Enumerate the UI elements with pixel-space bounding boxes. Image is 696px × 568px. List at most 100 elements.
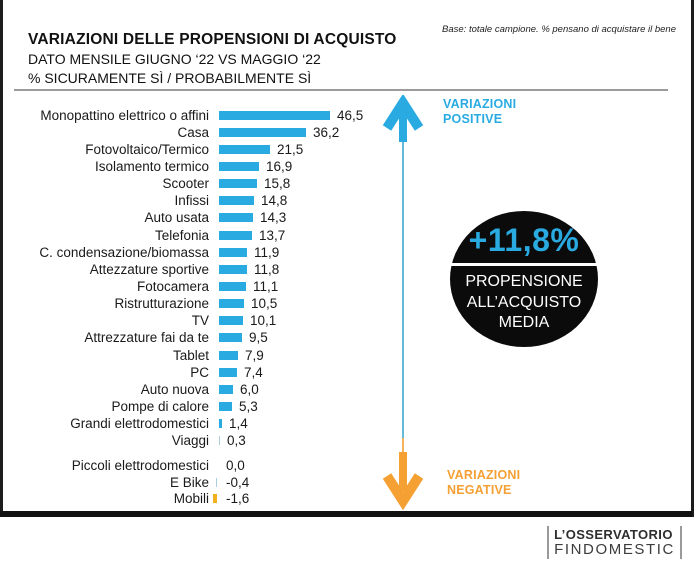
bar-label: C. condensazione/biomassa — [39, 244, 209, 260]
bar-value: 14,8 — [261, 193, 288, 209]
badge-value: +11,8% — [468, 222, 580, 258]
bar-label: Pompe di calore — [111, 399, 209, 415]
chart-row: Scooter 15,8 — [0, 175, 696, 192]
bar-value: 11,9 — [254, 244, 280, 260]
bar — [219, 264, 247, 274]
bottom-divider — [0, 511, 692, 517]
bar — [219, 384, 233, 394]
variation-axis — [382, 95, 424, 511]
chart-row: Casa 36,2 — [0, 124, 696, 141]
chart-row: Tablet 7,9 — [0, 347, 696, 364]
bar-label: Monopattino elettrico o affini — [40, 107, 209, 123]
bar-label: Infissi — [174, 193, 209, 209]
chart-row: Monopattino elettrico o affini 46,5 — [0, 107, 696, 124]
negative-variations-label: VARIAZIONI NEGATIVE — [447, 468, 521, 497]
bar — [219, 110, 330, 120]
bar — [219, 419, 222, 429]
bar-label: PC — [190, 364, 209, 380]
arrow-down-icon — [382, 452, 424, 511]
bar — [219, 179, 257, 189]
bar — [219, 316, 243, 326]
header-divider — [14, 89, 668, 91]
bar-value: -1,6 — [226, 491, 250, 507]
bar-value: 5,3 — [239, 399, 258, 415]
bar-label: Auto nuova — [140, 381, 209, 397]
bar-value: 16,9 — [266, 158, 293, 174]
bar-label: Telefonia — [154, 227, 209, 243]
badge-divider — [448, 263, 600, 266]
bar — [219, 402, 232, 412]
bar-value: -0,4 — [226, 474, 250, 490]
logo-line-2: FINDOMESTIC — [554, 541, 675, 558]
chart-row: Mobili -1,6 — [0, 490, 696, 507]
chart-row: Pompe di calore 5,3 — [0, 398, 696, 415]
bar-label: Piccoli elettrodomestici — [71, 458, 209, 473]
bar — [219, 161, 259, 171]
bar-value: 0,0 — [226, 458, 245, 473]
bar — [219, 333, 242, 343]
bar-value: 36,2 — [313, 124, 340, 140]
bar-value: 0,3 — [227, 433, 246, 449]
logo-line-1: L’OSSERVATORIO — [554, 527, 673, 542]
bar-label: Grandi elettrodomestici — [70, 416, 209, 432]
bar-label: Fotovoltaico/Termico — [85, 141, 209, 157]
chart-row: Isolamento termico 16,9 — [0, 158, 696, 175]
bar — [219, 247, 247, 257]
chart-row: Auto usata 14,3 — [0, 209, 696, 226]
left-frame-edge — [0, 0, 3, 517]
bar-label: Auto usata — [144, 210, 209, 226]
chart-row: Ristrutturazione 10,5 — [0, 295, 696, 312]
bar-value: 15,8 — [264, 176, 291, 192]
bar — [216, 477, 217, 487]
bar — [213, 494, 217, 504]
bar — [219, 282, 246, 291]
bar-label: Viaggi — [171, 433, 209, 449]
bar-label: Casa — [177, 124, 209, 140]
right-frame-edge — [691, 0, 694, 517]
bar-value: 21,5 — [277, 141, 304, 157]
bar-value: 7,9 — [245, 347, 264, 363]
chart-row: E Bike -0,4 — [0, 474, 696, 491]
chart-row: Auto nuova 6,0 — [0, 381, 696, 398]
chart-row: Fotocamera 11,1 — [0, 278, 696, 295]
chart-row: Fotovoltaico/Termico 21,5 — [0, 141, 696, 158]
chart-row: PC 7,4 — [0, 364, 696, 381]
positive-variations-label: VARIAZIONI POSITIVE — [443, 97, 517, 126]
bar-value: 10,1 — [250, 313, 277, 329]
chart-row: Viaggi 0,3 — [0, 432, 696, 449]
findomestic-logo: L’OSSERVATORIO FINDOMESTIC — [547, 526, 682, 559]
subtitle-line-2: % SICURAMENTE SÌ / PROBABILMENTE SÌ — [28, 70, 312, 86]
bar-label: E Bike — [169, 474, 209, 490]
bar-value: 14,3 — [260, 210, 287, 226]
bar-value: 9,5 — [249, 330, 268, 346]
subtitle-line-1: DATO MENSILE GIUGNO ‘22 VS MAGGIO ‘22 — [28, 51, 321, 67]
bar — [219, 144, 270, 154]
bar-value: 7,4 — [244, 364, 263, 380]
arrow-up-icon — [382, 95, 424, 142]
chart-row: TV 10,1 — [0, 312, 696, 329]
chart-row: Piccoli elettrodomestici 0,0 — [0, 457, 696, 474]
chart-row: Telefonia 13,7 — [0, 227, 696, 244]
bar — [219, 230, 252, 240]
bar-value: 6,0 — [240, 381, 259, 397]
chart-row: C. condensazione/biomassa 11,9 — [0, 244, 696, 261]
bar-label: Fotocamera — [136, 279, 209, 294]
bar-label: Isolamento termico — [94, 158, 209, 174]
header: VARIAZIONI DELLE PROPENSIONI DI ACQUISTO… — [28, 30, 397, 87]
bar-value: 46,5 — [337, 107, 364, 123]
bar — [219, 213, 253, 223]
bar-label: Tablet — [172, 347, 209, 363]
chart-row: Infissi 14,8 — [0, 192, 696, 209]
bar-value: 10,5 — [251, 296, 278, 312]
bar-value: 1,4 — [229, 416, 248, 432]
chart-row: Attezzature sportive 11,8 — [0, 261, 696, 278]
bar-label: Mobili — [173, 491, 209, 507]
bar-label: Attrezzature fai da te — [84, 330, 209, 346]
bar — [219, 299, 244, 309]
bar-label: TV — [191, 313, 209, 329]
bar-value: 11,1 — [253, 279, 279, 294]
bar — [219, 367, 237, 377]
badge-label: PROPENSIONE ALL’ACQUISTO MEDIA — [465, 273, 583, 331]
